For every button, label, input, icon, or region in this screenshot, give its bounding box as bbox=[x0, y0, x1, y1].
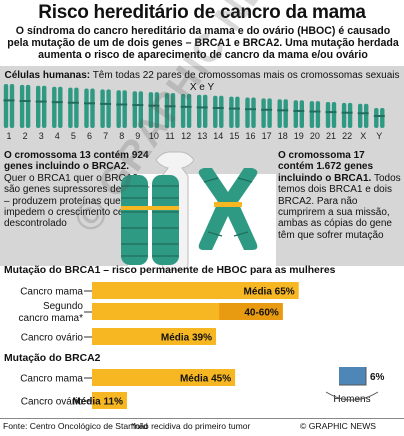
chromosome-number-label: 8 bbox=[119, 131, 124, 141]
page-title: Risco hereditário de cancro da mama bbox=[38, 2, 366, 23]
chromosome-number-label: 9 bbox=[135, 131, 140, 141]
chromosome-pair-2: 2 bbox=[19, 84, 31, 141]
footnote-text: *não recidiva do primeiro tumor bbox=[131, 421, 251, 431]
bar-g1-1 bbox=[92, 282, 299, 299]
brca2-heading: Mutação do BRCA2 bbox=[4, 353, 101, 364]
chromosome-pair-3: 3 bbox=[35, 85, 47, 141]
chromosome-number-label: 22 bbox=[342, 131, 352, 141]
bar-category-label: Cancro mama bbox=[20, 374, 83, 385]
chromosome-pair-20: 20 bbox=[309, 101, 321, 141]
chromosome-13-icon bbox=[121, 151, 195, 271]
bar-value-label: Média 11% bbox=[72, 397, 123, 408]
left-panel-band bbox=[0, 142, 128, 266]
chromosome-number-label: 14 bbox=[213, 131, 223, 141]
chromosome-number-label: 11 bbox=[165, 131, 174, 141]
chromosome-pair-18: 18 bbox=[277, 99, 289, 141]
risk-bar-chart: Média 65% Cancro mama 40-60% Segundo cancro … bbox=[19, 282, 385, 409]
chromosome-pair-8: 8 bbox=[116, 90, 128, 141]
chromosome-13-panel: O cromossoma 13 contém 924 genes incluin… bbox=[4, 150, 154, 230]
bar-value-label: 40-60% bbox=[244, 308, 279, 319]
chromosome-number-label: 10 bbox=[149, 131, 159, 141]
bar-category-label: Cancro mama bbox=[20, 287, 83, 298]
chromosome-pair-14: 14 bbox=[212, 95, 224, 141]
chromosome-13-highlight: O cromossoma 13 contém 924 genes incluin… bbox=[4, 150, 149, 173]
chromosome-17-panel: O cromossoma 17 contém 1.672 genes inclu… bbox=[278, 150, 403, 241]
chromosome-pair-21: 21 bbox=[325, 102, 337, 141]
chromosome-pair-13: 13 bbox=[196, 94, 208, 141]
brca1-heading: Mutação do BRCA1 – risco permanente de H… bbox=[4, 265, 336, 276]
chromosome-number-label: 12 bbox=[181, 131, 191, 141]
chromosome-pair-16: 16 bbox=[245, 97, 256, 141]
source-text: Fonte: Centro Oncológico de Stanford bbox=[3, 421, 148, 431]
chromosome-number-label: 19 bbox=[294, 131, 304, 141]
chromosome-pair-7: 7 bbox=[100, 89, 112, 141]
chromosome-number-label: 3 bbox=[39, 131, 44, 141]
bar-category-label: Cancro ovário bbox=[21, 333, 84, 344]
bar-g2-2 bbox=[92, 392, 127, 409]
chromosome-number-label: X bbox=[360, 131, 366, 141]
chromosome-number-label: 6 bbox=[87, 131, 92, 141]
chromosome-pair-X: X bbox=[357, 103, 369, 141]
chromosome-number-label: 21 bbox=[326, 131, 336, 141]
chromosome-number-label: 13 bbox=[197, 131, 207, 141]
chromosome-17-highlight: O cromossoma 17 contém 1.672 genes inclu… bbox=[278, 150, 374, 184]
chromosome-pair-11: 11 bbox=[164, 93, 176, 141]
chromosome-number-label: 7 bbox=[103, 131, 108, 141]
chromosome-number-label: 1 bbox=[6, 131, 11, 141]
chromosome-pair-5: 5 bbox=[67, 87, 79, 141]
bar-category-label: Cancro ovário bbox=[21, 397, 84, 408]
chromosome-number-label: 15 bbox=[229, 131, 239, 141]
chromosome-pair-17: 17 bbox=[261, 98, 273, 141]
bar-g2-1 bbox=[92, 369, 236, 386]
bar-g1-3 bbox=[92, 328, 217, 345]
men-bar bbox=[339, 367, 366, 385]
chromosome-pair-Y: Y bbox=[373, 108, 385, 141]
bar-value-label: Média 39% bbox=[161, 333, 212, 344]
cells-label: Células humanas: bbox=[4, 70, 91, 81]
chromosome-illustration bbox=[121, 151, 258, 271]
chromosome-number-label: 18 bbox=[278, 131, 288, 141]
right-panel-band bbox=[276, 142, 404, 266]
chromosome-number-label: 20 bbox=[310, 131, 320, 141]
chromosome-number-label: 5 bbox=[71, 131, 76, 141]
chromosome-pair-22: 22 bbox=[341, 102, 353, 141]
chromosome-13-text: Quer o BRCA1 quer o BRCA2 são genes supr… bbox=[4, 172, 150, 230]
chromosome-number-label: Y bbox=[376, 131, 382, 141]
chromosome-number-label: 4 bbox=[55, 131, 60, 141]
cells-caption: Células humanas: Têm todas 22 pares de c… bbox=[0, 70, 404, 94]
chromosome-pair-9: 9 bbox=[132, 91, 144, 141]
bar-category-label: Segundo cancro mama* bbox=[19, 301, 84, 324]
chromosome-pair-15: 15 bbox=[228, 96, 240, 141]
chromosome-number-label: 17 bbox=[262, 131, 272, 141]
chromosome-17-icon bbox=[198, 168, 258, 250]
chromosome-pair-12: 12 bbox=[180, 93, 192, 141]
chromosome-pair-6: 6 bbox=[84, 88, 95, 141]
bar-value-label: Média 65% bbox=[244, 287, 295, 298]
chromosome-pair-10: 10 bbox=[148, 92, 160, 141]
intro-text: O síndroma do cancro hereditário da mama… bbox=[7, 25, 399, 61]
bar-range-band bbox=[219, 303, 283, 320]
chromosome-17-text: Todos temos dois BRCA1 e dois BRCA2. Par… bbox=[278, 172, 401, 241]
chromosome-number-label: 2 bbox=[23, 131, 28, 141]
chromosome-pair-4: 4 bbox=[51, 86, 63, 141]
chromosome-pair-1: 1 bbox=[3, 84, 15, 141]
chromosome-pair-19: 19 bbox=[293, 100, 305, 141]
cells-description: Têm todas 22 pares de cromossomas mais o… bbox=[92, 70, 400, 93]
karyotype-diagram: 1 2 3 4 5 6 7 8 9 10 11 12 13 14 15 16 17 18 19 20 21 22 X Y bbox=[3, 84, 385, 141]
credit-text: © GRAPHIC NEWS bbox=[300, 421, 377, 431]
men-value-label: 6% bbox=[370, 372, 385, 383]
chromosome-number-label: 16 bbox=[245, 131, 255, 141]
footer-divider bbox=[0, 418, 404, 419]
bar-value-label: Média 45% bbox=[180, 374, 231, 385]
